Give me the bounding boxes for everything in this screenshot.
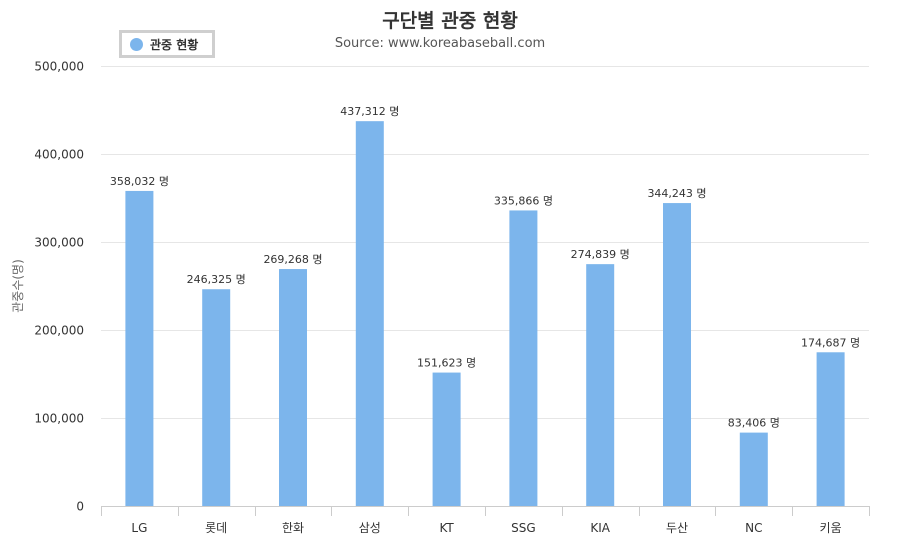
legend-series-marker: [130, 37, 143, 51]
bar[interactable]: [816, 352, 845, 506]
bar[interactable]: [739, 432, 768, 506]
bar[interactable]: [509, 210, 538, 506]
data-label: 269,268 명: [263, 253, 322, 266]
chart-title: 구단별 관중 현황: [382, 10, 518, 32]
data-label: 83,406 명: [728, 417, 780, 430]
bar[interactable]: [663, 203, 691, 506]
x-tick-label: 한화: [282, 521, 304, 535]
bar[interactable]: [432, 372, 461, 506]
y-tick-label: 300,000: [34, 236, 84, 250]
bar[interactable]: [279, 269, 307, 506]
x-tick-label: 키움: [820, 521, 842, 535]
chart-subtitle: Source: www.koreabaseball.com: [334, 36, 546, 51]
data-label: 174,687 명: [801, 336, 860, 349]
bar[interactable]: [355, 121, 384, 507]
data-label: 358,032 명: [110, 175, 169, 188]
chart-bars: [125, 121, 845, 507]
x-tick-label: KT: [439, 521, 454, 535]
x-tick-label: 삼성: [359, 521, 381, 535]
x-tick-label: SSG: [511, 521, 536, 535]
bar[interactable]: [125, 190, 154, 507]
chart-legend[interactable]: 관중 현황: [119, 30, 215, 58]
y-tick-label: 0: [76, 500, 84, 514]
y-tick-label: 100,000: [34, 412, 84, 426]
x-tick-label: 롯데: [205, 521, 227, 535]
y-axis: 0 100,000 200,000 300,000 400,000 500,000: [34, 60, 84, 514]
x-tick-label: 두산: [666, 521, 688, 535]
y-tick-label: 400,000: [34, 148, 84, 162]
data-label: 335,866 명: [494, 194, 553, 207]
x-tick-label: NC: [745, 521, 762, 535]
y-tick-label: 500,000: [34, 60, 84, 74]
chart-data-labels: 358,032 명 246,325 명 269,268 명 437,312 명 151,…: [110, 105, 860, 429]
data-label: 151,623 명: [417, 357, 476, 370]
legend-series-label: 관중 현황: [150, 37, 199, 52]
data-label: 437,312 명: [340, 105, 399, 118]
x-axis: LG 롯데 한화 삼성 KT SSG KIA 두산 NC 키움: [101, 506, 870, 535]
y-tick-label: 200,000: [34, 324, 84, 338]
data-label: 274,839 명: [571, 248, 630, 261]
x-tick-label: LG: [131, 521, 147, 535]
y-axis-title: 관중수(명): [11, 259, 25, 313]
data-label: 246,325 명: [187, 273, 246, 286]
bar[interactable]: [586, 264, 615, 506]
x-tick-label: KIA: [590, 521, 610, 535]
data-label: 344,243 명: [647, 187, 706, 200]
bar[interactable]: [202, 289, 231, 506]
